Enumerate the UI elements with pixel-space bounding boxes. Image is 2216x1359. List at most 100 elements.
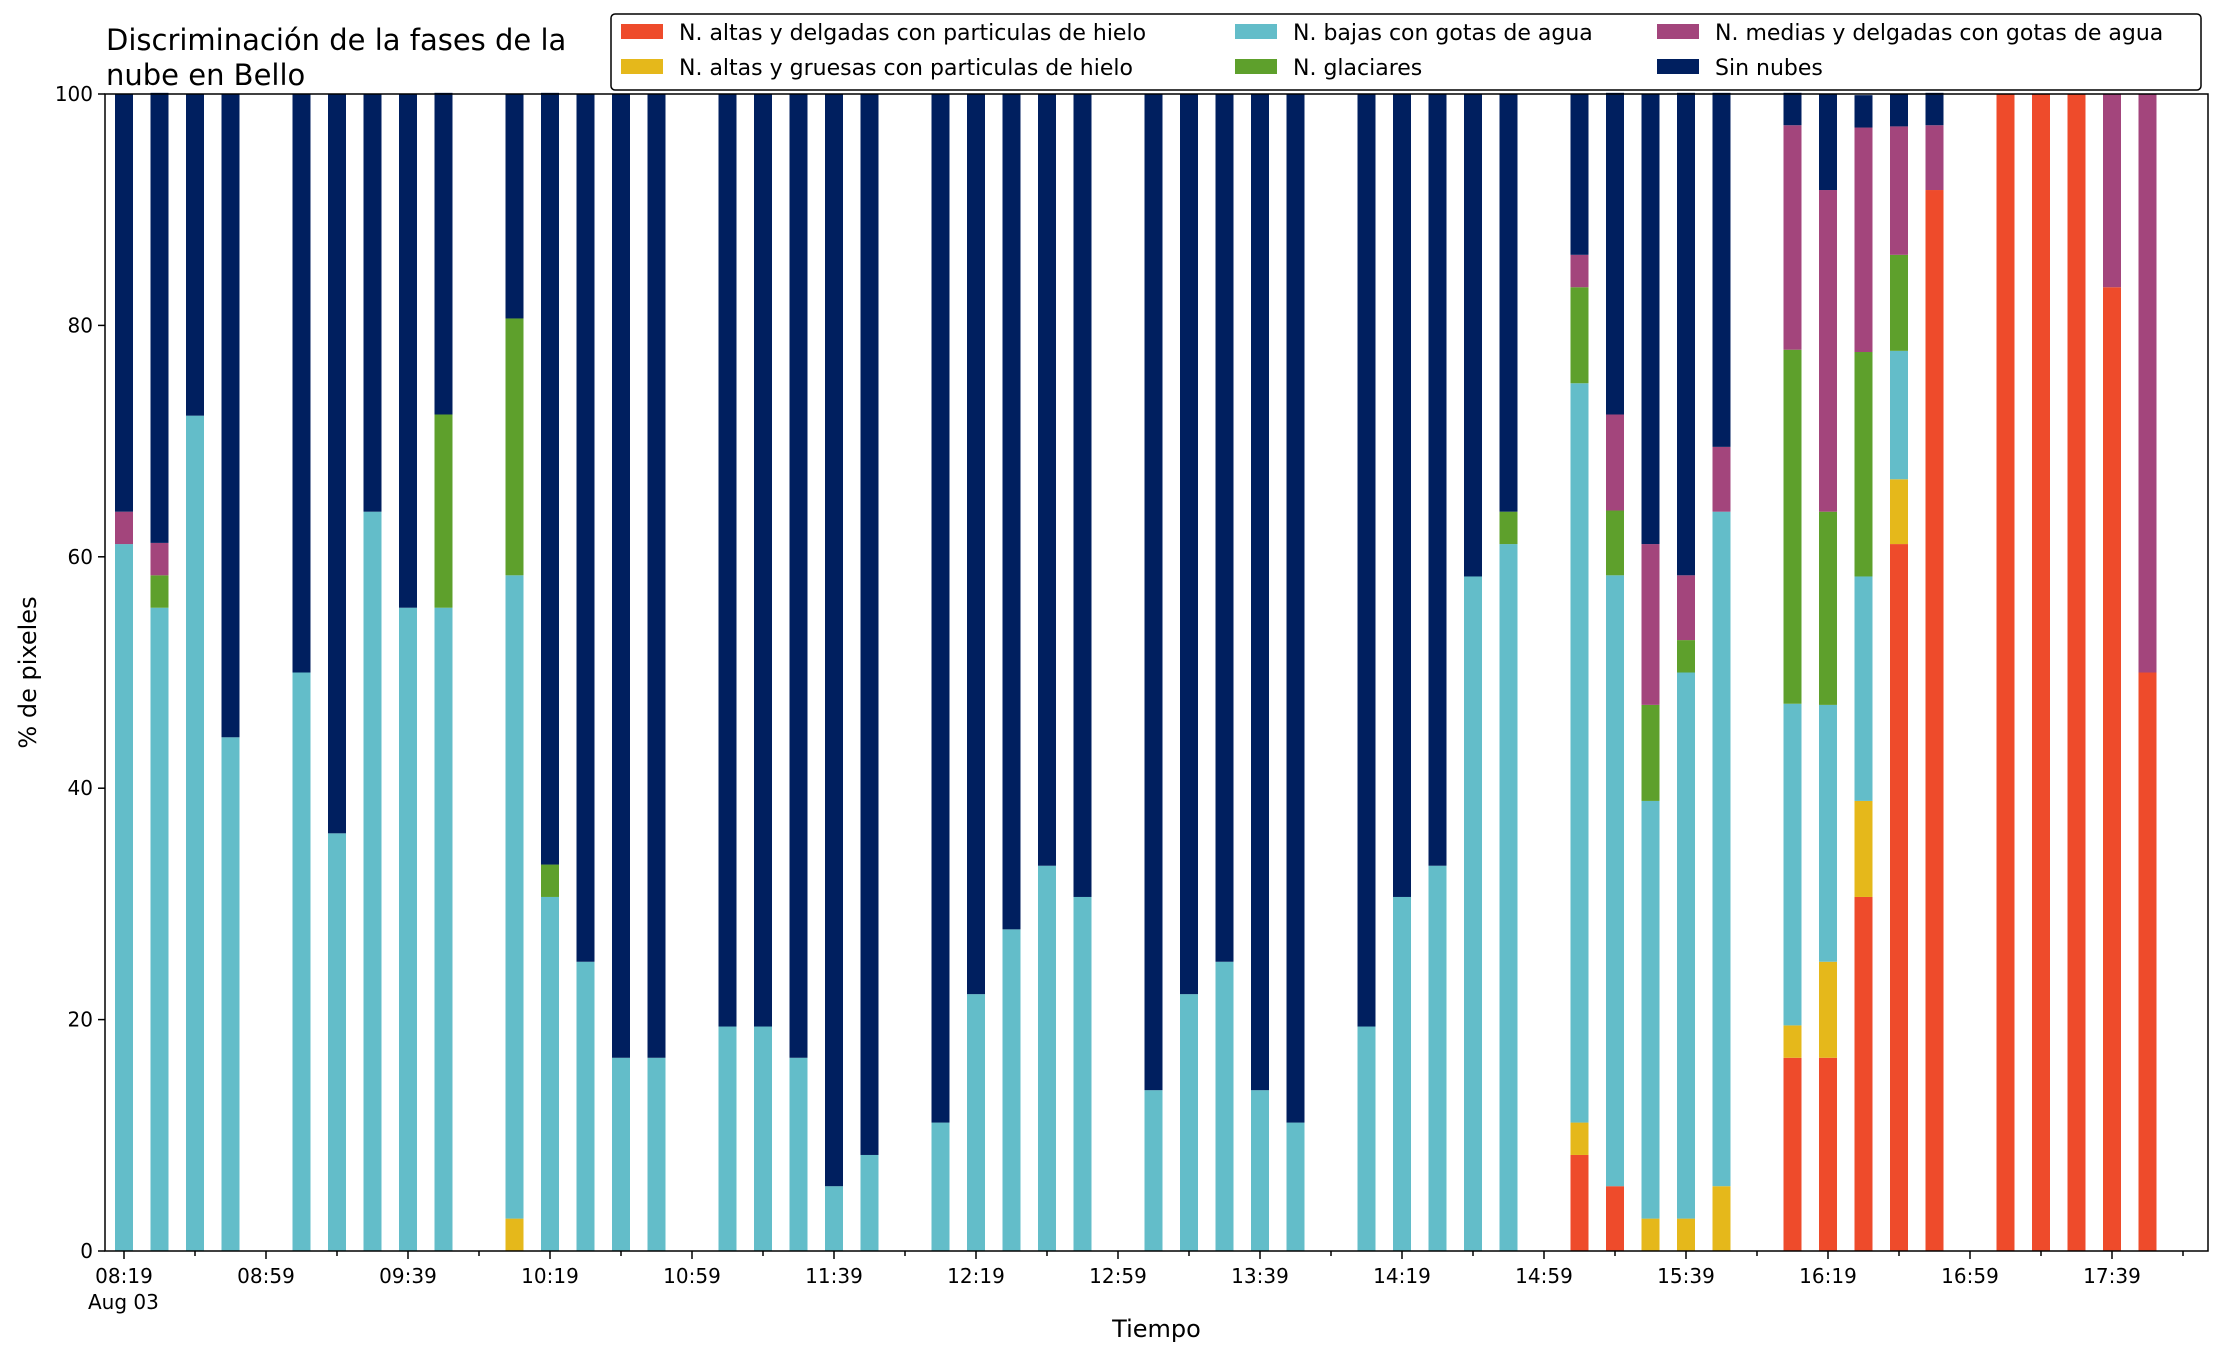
axes-layer [98,93,2209,1259]
bar-segment [1464,94,1482,577]
bar-segment [1890,94,1908,127]
bar-segment [2103,287,2121,1252]
bar-segment [1570,94,1589,255]
bar-segment [1641,94,1660,545]
bar-segment [541,92,559,865]
bar-segment [1641,800,1660,1219]
bar-segment [115,94,133,512]
bar-segment [1925,92,1944,126]
bar-segment [2138,94,2157,673]
bar-segment [1286,94,1305,1123]
bar-segment [789,1057,808,1251]
bar-segment [328,833,346,1251]
bar-segment [1783,703,1802,1026]
bar-segment [1570,1122,1589,1155]
bar-segment [292,94,311,673]
bar-segment [576,94,595,962]
bar-segment [1357,94,1376,1027]
y-tick-label: 60 [68,545,93,569]
bar-segment [612,1057,630,1251]
bar-segment [1570,383,1589,1123]
legend-swatch [1657,24,1699,39]
bar-segment [1144,1090,1163,1251]
legend-swatch [621,24,663,39]
bar-segment [860,1154,879,1251]
bar-segment [967,994,985,1251]
bar-segment [1925,125,1944,191]
legend-box [610,13,2202,91]
legend-label: N. bajas con gotas de agua [1293,21,1593,46]
bar-segment [1499,94,1518,512]
bar-segment [1677,575,1695,641]
bar-segment [1073,896,1092,1251]
plot-frame [104,93,2209,1252]
bar-segment [1854,127,1873,353]
legend-swatch [1235,24,1277,39]
bar-segment [1393,896,1411,1251]
bar-segment [1996,94,2015,1251]
bar-segment [328,94,346,834]
bar-segment [1712,92,1731,447]
bar-segment [363,511,382,1251]
text-layer: 0 20 40 60 80 100 08:19 08:59 09:39 10:19 10:59 11:… [14,23,2141,1343]
bar-segment [221,737,240,1251]
bar-segment [1925,190,1944,1251]
bar-segment [115,511,133,545]
bar-segment [2103,94,2121,288]
bar-segment [718,1026,737,1251]
bar-segment [1180,94,1198,995]
bar-segment [1606,92,1624,415]
bar-segment [1677,672,1695,1219]
legend-label: Sin nubes [1715,56,1823,81]
bar-segment [1712,1186,1731,1251]
bar-segment [2138,672,2157,1251]
bar-segment [1499,544,1518,1251]
bar-segment [931,94,950,1123]
bar-segment [1428,865,1447,1251]
bar-segment [115,544,133,1251]
x-tick-label: 13:39 [1231,1264,1289,1288]
y-axis-label: % de pixeles [14,596,42,748]
legend-label: N. altas y gruesas con particulas de hie… [679,56,1133,81]
bar-segment [541,896,559,1251]
bar-segment [363,94,382,512]
x-tick-label: 10:59 [663,1264,721,1288]
legend-label: N. glaciares [1293,56,1422,81]
bar-segment [186,415,204,1251]
bar-segment [221,94,240,738]
y-tick-label: 20 [68,1008,93,1032]
bar-segment [1854,352,1873,577]
bar-segment [1890,350,1908,480]
bar-segment [292,672,311,1251]
bar-segment [1038,865,1056,1251]
x-tick-label: 08:19 [95,1264,153,1288]
bar-segment [1251,1090,1269,1251]
bar-segment [1570,254,1589,288]
bar-segment [1854,800,1873,897]
legend-label: N. altas y delgadas con particulas de hi… [679,21,1146,46]
bar-segment [1677,640,1695,673]
bar-segment [1570,287,1589,384]
bar-segment [1002,929,1021,1251]
bar-segment [1712,511,1731,1187]
bar-segment [434,414,453,608]
bar-segment [1641,544,1660,705]
bar-segment [647,1057,666,1251]
x-tick-label: 08:59 [237,1264,295,1288]
bar-segment [825,94,843,1187]
bar-segment [1819,961,1837,1058]
bar-segment [1464,576,1482,1251]
x-tick-label: 12:59 [1089,1264,1147,1288]
bar-segment [150,92,169,543]
x-tick-label: 14:19 [1373,1264,1431,1288]
bar-segment [1677,1218,1695,1251]
bar-segment [1783,349,1802,704]
bar-segment [1215,94,1234,962]
bar-segment [576,961,595,1251]
bar-segment [2032,94,2050,1251]
bar-segment [1393,94,1411,897]
x-tick-label: 17:39 [2083,1264,2141,1288]
bar-segment [1854,576,1873,801]
